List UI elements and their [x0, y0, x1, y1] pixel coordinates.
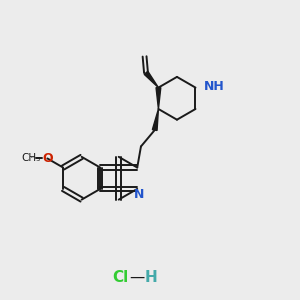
Text: H: H — [145, 270, 158, 285]
Text: N: N — [134, 188, 144, 201]
Polygon shape — [156, 88, 161, 109]
Text: O: O — [42, 152, 53, 165]
Polygon shape — [144, 71, 158, 88]
Text: CH₃: CH₃ — [21, 153, 40, 164]
Polygon shape — [152, 109, 158, 130]
Text: methoxy: methoxy — [31, 157, 37, 158]
Text: —: — — [129, 270, 144, 285]
Text: Cl: Cl — [112, 270, 128, 285]
Text: NH: NH — [204, 80, 225, 93]
